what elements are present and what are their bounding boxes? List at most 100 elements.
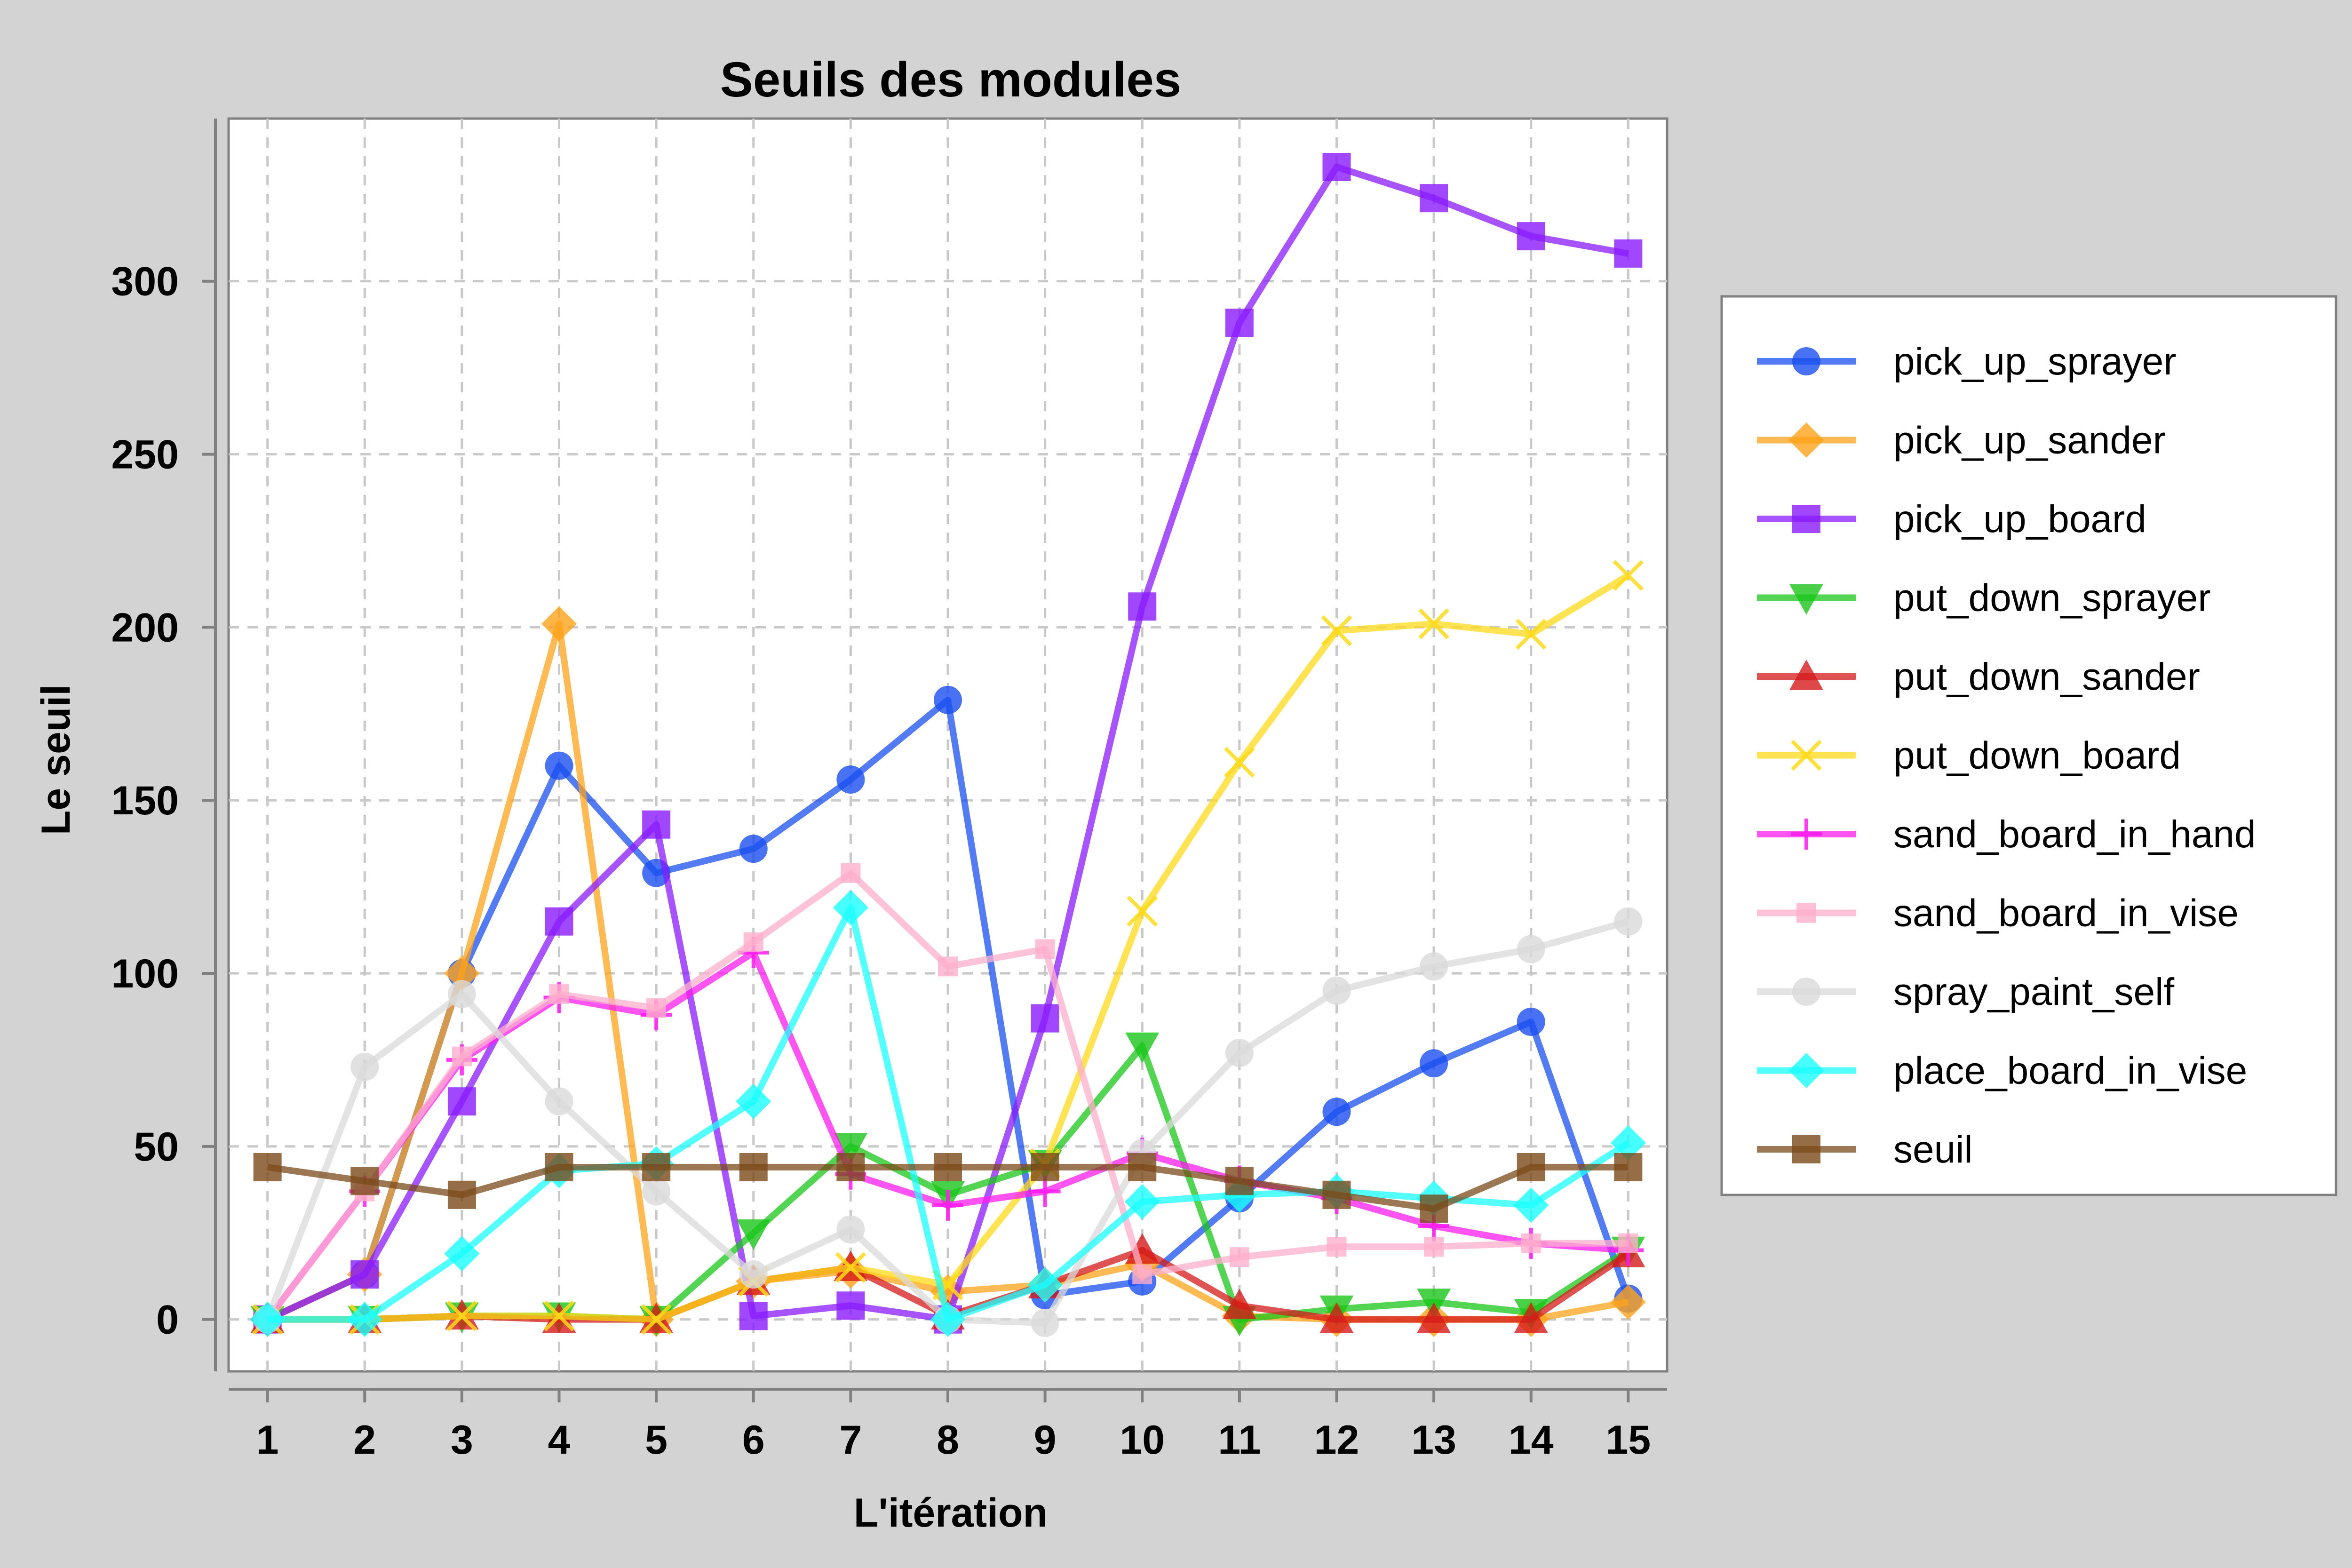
data-point-pick-up-board bbox=[1322, 152, 1351, 181]
data-point-spray-paint-self bbox=[1225, 1039, 1254, 1067]
data-point-sand-board-in-vise bbox=[1327, 1237, 1347, 1257]
data-point-put-down-sprayer bbox=[834, 1133, 868, 1163]
legend-label-put-down-sprayer: put_down_sprayer bbox=[1893, 577, 2211, 620]
data-point-place-board-in-vise bbox=[1027, 1267, 1063, 1303]
legend-box bbox=[1720, 295, 2337, 1196]
legend-label-seuil: seuil bbox=[1893, 1128, 1973, 1171]
x-tick-label: 8 bbox=[937, 1417, 959, 1463]
legend-item-seuil: seuil bbox=[1757, 1128, 1973, 1171]
series bbox=[250, 152, 1646, 1337]
legend-label-put-down-board: put_down_board bbox=[1893, 734, 2181, 777]
data-point-place-board-in-vise bbox=[250, 1302, 286, 1337]
legend-marker-pick-up-sander bbox=[1788, 422, 1824, 458]
data-point-pick-up-board bbox=[1420, 184, 1448, 213]
legend-label-pick-up-sprayer: pick_up_sprayer bbox=[1893, 340, 2177, 383]
data-point-pick-up-board bbox=[1225, 309, 1254, 337]
x-tick-label: 12 bbox=[1314, 1417, 1359, 1463]
legend-label-sand-board-in-vise: sand_board_in_vise bbox=[1893, 892, 2239, 935]
y-tick-label: 250 bbox=[111, 432, 179, 478]
x-tick-label: 1 bbox=[256, 1417, 279, 1463]
legend-marker-pick-up-board bbox=[1792, 505, 1820, 533]
data-point-pick-up-board bbox=[836, 1291, 865, 1320]
x-tick-label: 13 bbox=[1411, 1417, 1456, 1463]
legend-item-place-board-in-vise: place_board_in_vise bbox=[1757, 1050, 2247, 1092]
data-point-spray-paint-self bbox=[836, 1215, 865, 1244]
legend-item-sand-board-in-hand: sand_board_in_hand bbox=[1757, 813, 2256, 856]
data-point-pick-up-sander bbox=[444, 955, 480, 991]
legend-label-pick-up-sander: pick_up_sander bbox=[1893, 419, 2166, 462]
x-tick-label: 5 bbox=[645, 1417, 667, 1463]
data-point-pick-up-sprayer bbox=[1420, 1049, 1448, 1078]
legend-label-place-board-in-vise: place_board_in_vise bbox=[1893, 1050, 2247, 1092]
data-point-put-down-board bbox=[1613, 560, 1644, 591]
data-point-place-board-in-vise bbox=[833, 890, 868, 925]
x-tick-label: 9 bbox=[1034, 1417, 1057, 1463]
data-point-put-down-board bbox=[1127, 895, 1158, 927]
legend-item-pick-up-sprayer: pick_up_sprayer bbox=[1757, 340, 2177, 383]
data-point-spray-paint-self bbox=[1614, 907, 1643, 936]
x-tick-label: 4 bbox=[548, 1417, 571, 1463]
legend-marker-place-board-in-vise bbox=[1788, 1053, 1824, 1088]
data-point-pick-up-board bbox=[1614, 239, 1643, 268]
data-point-spray-paint-self bbox=[642, 1177, 671, 1206]
data-point-put-down-board bbox=[446, 1300, 477, 1332]
legend-marker-spray-paint-self bbox=[1792, 978, 1820, 1006]
legend-marker-put-down-sprayer bbox=[1789, 584, 1823, 615]
data-point-sand-board-in-vise bbox=[452, 1046, 472, 1067]
data-point-pick-up-board bbox=[1128, 592, 1157, 621]
data-point-sand-board-in-vise bbox=[1424, 1237, 1444, 1257]
data-point-spray-paint-self bbox=[1420, 952, 1448, 981]
data-point-place-board-in-vise bbox=[930, 1302, 966, 1337]
data-point-put-down-board bbox=[1515, 619, 1547, 650]
data-point-pick-up-board bbox=[642, 810, 671, 839]
data-point-sand-board-in-vise bbox=[646, 998, 667, 1018]
data-point-sand-board-in-vise bbox=[1035, 939, 1055, 959]
data-point-seuil bbox=[934, 1153, 962, 1181]
y-tick-label: 50 bbox=[134, 1124, 179, 1170]
data-point-seuil bbox=[447, 1180, 476, 1209]
data-point-sand-board-in-vise bbox=[549, 984, 569, 1004]
legend-marker-put-down-sander bbox=[1789, 660, 1823, 690]
x-axis-label: L'itération bbox=[854, 1490, 1048, 1536]
data-point-spray-paint-self bbox=[1031, 1309, 1059, 1337]
legend-item-spray-paint-self: spray_paint_self bbox=[1757, 971, 2174, 1013]
data-point-pick-up-sprayer bbox=[739, 835, 768, 863]
data-point-put-down-board bbox=[835, 1252, 866, 1283]
data-point-spray-paint-self bbox=[350, 1052, 379, 1081]
data-point-pick-up-sprayer bbox=[1322, 1098, 1351, 1126]
data-point-pick-up-board bbox=[350, 1260, 379, 1289]
data-point-pick-up-sprayer bbox=[836, 765, 865, 794]
data-point-pick-up-sprayer bbox=[1517, 1008, 1545, 1036]
series-seuil bbox=[253, 1153, 1643, 1223]
data-point-place-board-in-vise bbox=[736, 1083, 771, 1119]
legend: pick_up_sprayer pick_up_sander pick_up_boa… bbox=[1720, 295, 2337, 1196]
legend-item-put-down-sprayer: put_down_sprayer bbox=[1757, 577, 2211, 620]
data-point-seuil bbox=[1031, 1153, 1059, 1181]
data-point-pick-up-board bbox=[1517, 222, 1545, 251]
legend-item-put-down-sander: put_down_sander bbox=[1757, 655, 2200, 698]
data-point-pick-up-sprayer bbox=[934, 685, 962, 714]
data-point-put-down-board bbox=[1418, 608, 1449, 639]
data-point-seuil bbox=[545, 1153, 573, 1181]
legend-item-put-down-board: put_down_board bbox=[1757, 734, 2181, 777]
data-point-sand-board-in-vise bbox=[1521, 1233, 1541, 1253]
x-tick-label: 14 bbox=[1509, 1417, 1554, 1463]
x-tick-label: 3 bbox=[451, 1417, 473, 1463]
legend-label-sand-board-in-hand: sand_board_in_hand bbox=[1893, 813, 2256, 856]
y-tick-label: 100 bbox=[111, 951, 179, 996]
x-tick-label: 11 bbox=[1218, 1417, 1261, 1463]
data-point-seuil bbox=[1420, 1194, 1448, 1223]
data-point-sand-board-in-vise bbox=[1229, 1247, 1249, 1267]
data-point-put-down-sander bbox=[1222, 1289, 1256, 1320]
data-point-seuil bbox=[1225, 1167, 1254, 1195]
x-tick-label: 2 bbox=[353, 1417, 376, 1463]
data-point-seuil bbox=[350, 1167, 379, 1195]
data-point-sand-board-in-vise bbox=[1618, 1233, 1638, 1253]
y-tick-label: 200 bbox=[111, 605, 179, 650]
data-point-put-down-board bbox=[543, 1300, 575, 1332]
data-point-pick-up-sprayer bbox=[545, 751, 573, 780]
data-point-put-down-sander bbox=[1514, 1302, 1548, 1333]
data-point-pick-up-board bbox=[1031, 1004, 1059, 1033]
x-tick-label: 6 bbox=[742, 1417, 765, 1463]
